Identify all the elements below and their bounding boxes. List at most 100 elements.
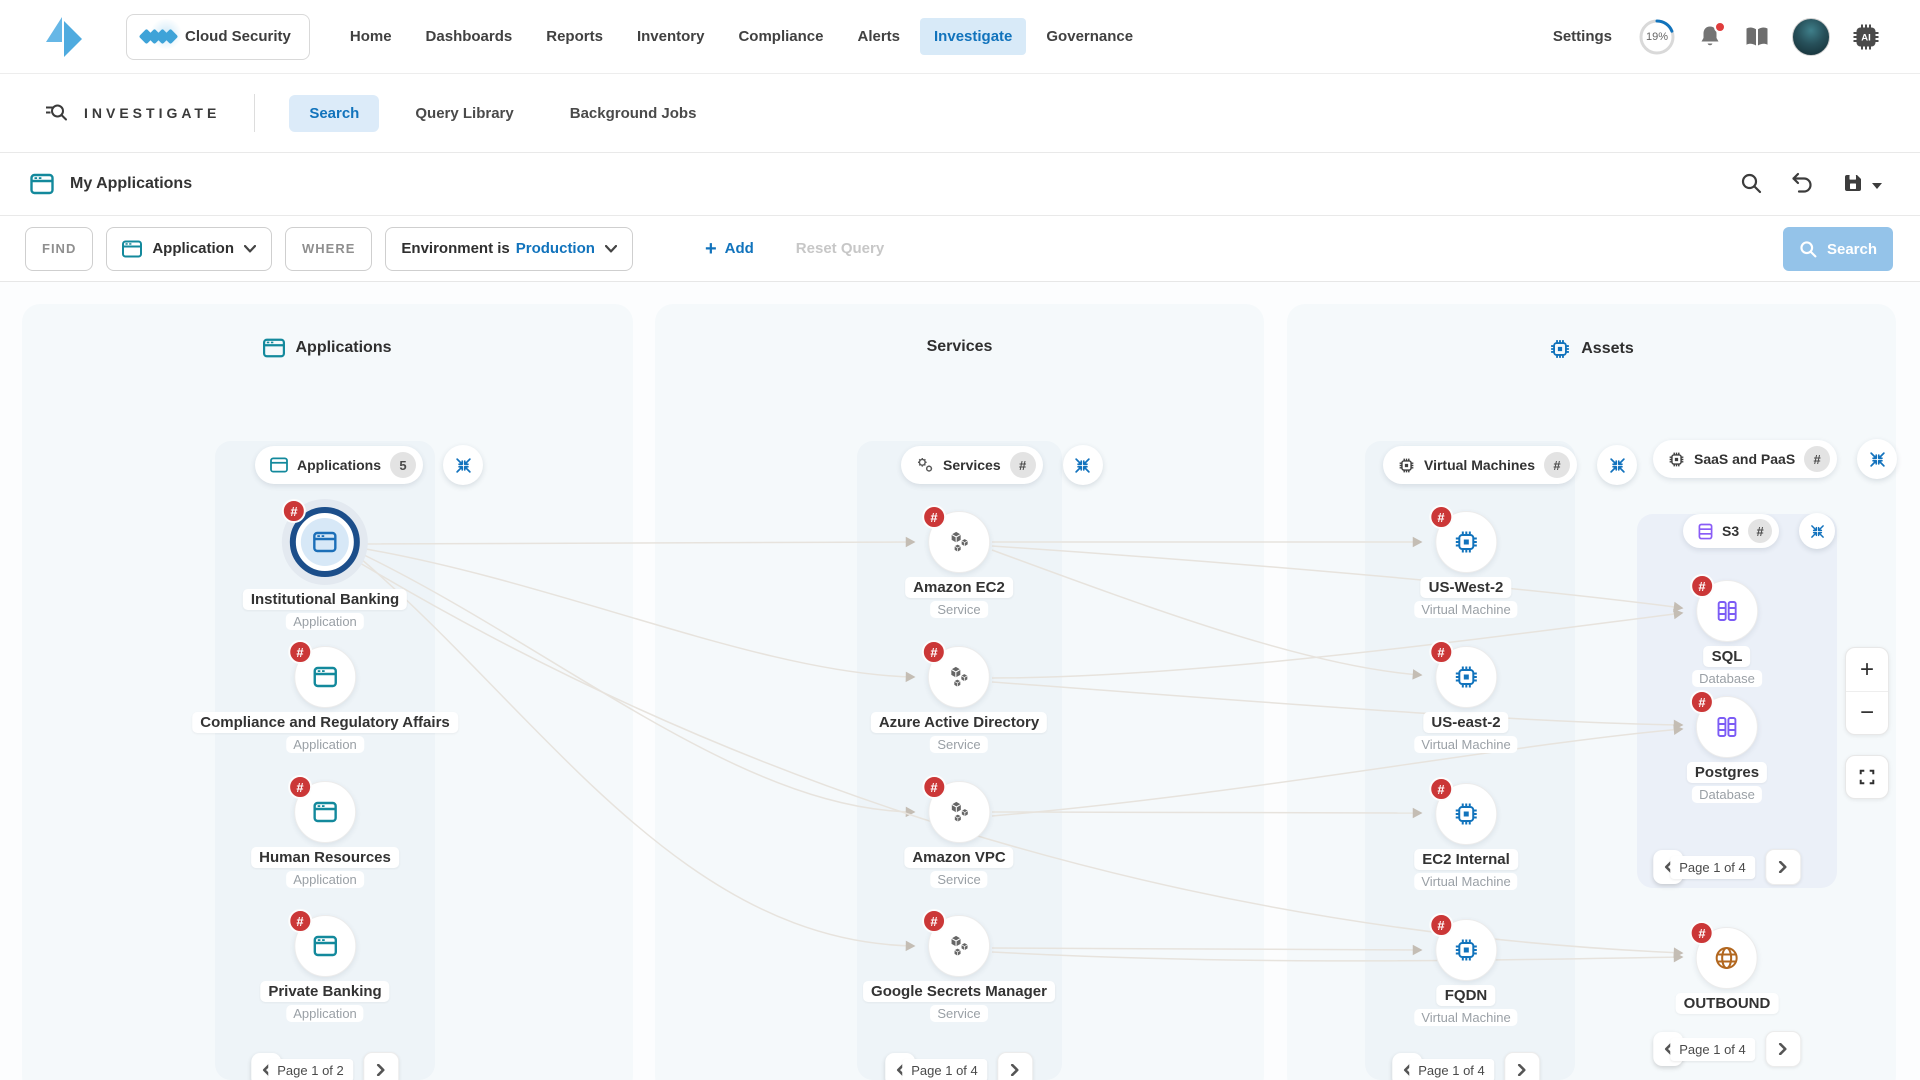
node-label: FQDN [1436,985,1496,1006]
settings-link[interactable]: Settings [1552,28,1612,45]
app-window-icon [313,666,337,688]
collapse-group-button[interactable] [1857,439,1898,479]
graph-node-compliance-and-regulatory-affairs[interactable]: # Compliance and Regulatory Affairs Appl… [192,640,458,753]
node-label: SQL [1703,646,1751,667]
alert-count-badge: # [288,775,312,799]
node-label: Postgres [1686,762,1768,783]
nav-item-governance[interactable]: Governance [1046,28,1134,45]
search-icon[interactable] [1740,172,1762,197]
node-type-label: Application [286,736,364,753]
node-label: US-West-2 [1420,577,1512,598]
brand-logo-icon[interactable] [44,15,86,59]
docs-book-icon[interactable] [1744,25,1770,49]
next-page-button[interactable] [1503,1052,1540,1080]
save-options-caret-icon[interactable] [1872,177,1882,192]
node-type-label: Application [286,1005,364,1022]
graph-node-outbound[interactable]: # OUTBOUND [1675,921,1779,1014]
virtual-machines-pagination: Page 1 of 4 [1392,1052,1540,1080]
nav-item-dashboards[interactable]: Dashboards [425,28,513,45]
chevron-right-icon [1778,861,1787,873]
services-pagination: Page 1 of 4 [885,1052,1033,1080]
node-label: Azure Active Directory [870,712,1048,733]
condition-dropdown[interactable]: Environment is Production [385,226,633,271]
saas-and-paas-group-chip[interactable]: SaaS and PaaS # [1653,440,1838,478]
graph-node-fqdn[interactable]: # FQDN Virtual Machine [1414,913,1518,1026]
query-builder: FIND Application WHERE Environment is Pr… [0,216,1920,282]
next-page-button[interactable] [996,1052,1033,1080]
graph-node-sql[interactable]: # SQL Database [1690,574,1762,687]
next-page-button[interactable] [1764,849,1801,885]
titlebar-actions [1740,172,1882,197]
save-icon[interactable] [1842,172,1864,197]
page-indicator: Page 1 of 2 [268,1058,353,1080]
globe-icon [1715,947,1738,969]
graph-node-us-west-2[interactable]: # US-West-2 Virtual Machine [1414,505,1518,618]
collapse-arrows-icon [1810,524,1824,538]
zoom-out-button[interactable]: − [1846,691,1888,734]
nav-item-alerts[interactable]: Alerts [857,28,901,45]
tab-search[interactable]: Search [289,94,380,132]
chevron-left-icon [896,1064,905,1076]
service-cubes-icon [950,666,968,687]
reset-query-button[interactable]: Reset Query [795,240,885,257]
collapse-group-button[interactable] [443,445,484,485]
ai-assistant-icon[interactable]: AI [1852,23,1880,51]
graph-node-azure-active-directory[interactable]: # Azure Active Directory Service [870,640,1048,753]
graph-node-ec2-internal[interactable]: # EC2 Internal Virtual Machine [1414,777,1518,890]
condition-value: Production [515,240,595,257]
s3-group-chip[interactable]: S3 # [1683,514,1780,548]
next-page-button[interactable] [1764,1031,1801,1067]
service-cubes-icon [950,801,968,822]
page-indicator: Page 1 of 4 [902,1058,987,1080]
nav-item-reports[interactable]: Reports [546,28,603,45]
node-label: OUTBOUND [1675,993,1779,1014]
usage-progress-ring[interactable]: 19% [1638,18,1676,56]
product-name: Cloud Security [185,28,291,45]
chevron-left-icon [1403,1064,1412,1076]
run-search-button[interactable]: Search [1783,227,1893,271]
graph-node-google-secrets-manager[interactable]: # Google Secrets Manager Service [863,909,1055,1022]
fit-to-screen-button[interactable] [1845,755,1889,799]
section-title: INVESTIGATE [44,102,220,124]
graph-node-human-resources[interactable]: # Human Resources Application [251,775,399,888]
notifications-bell-icon[interactable] [1698,20,1726,50]
node-type-label: Database [1692,786,1762,803]
product-selector[interactable]: Cloud Security [126,13,310,60]
entity-type-dropdown[interactable]: Application [106,226,273,271]
tab-background-jobs[interactable]: Background Jobs [569,104,697,122]
graph-node-institutional-banking[interactable]: # Institutional Banking Application [242,499,408,630]
applications-group-chip[interactable]: Applications 5 [255,446,424,484]
next-page-button[interactable] [362,1052,399,1080]
collapse-arrows-icon [455,457,471,473]
graph-node-private-banking[interactable]: # Private Banking Application [260,909,390,1022]
graph-node-amazon-vpc[interactable]: # Amazon VPC Service [904,775,1014,888]
graph-node-us-east-2[interactable]: # US-east-2 Virtual Machine [1414,640,1518,753]
services-group-chip[interactable]: Services # [901,446,1043,484]
chevron-right-icon [1010,1064,1019,1076]
query-title-bar: My Applications [0,153,1920,216]
tab-query-library[interactable]: Query Library [415,104,514,122]
collapse-group-button[interactable] [1597,445,1638,485]
collapse-group-button[interactable] [1062,445,1103,485]
condition-field: Environment is [401,240,510,257]
undo-icon[interactable] [1790,172,1814,197]
node-label: Compliance and Regulatory Affairs [192,712,458,733]
virtual-machines-group-chip[interactable]: Virtual Machines # [1383,446,1578,484]
nav-item-home[interactable]: Home [349,28,392,45]
nav-item-investigate[interactable]: Investigate [920,18,1027,55]
chevron-down-icon [244,244,257,252]
user-avatar[interactable] [1792,17,1830,56]
service-cubes-icon [950,935,968,956]
zoom-in-button[interactable]: + [1846,648,1888,691]
services-column-header: Services [926,338,993,355]
collapse-group-button[interactable] [1799,513,1836,549]
nav-item-compliance[interactable]: Compliance [738,28,824,45]
investigation-graph-canvas[interactable]: Applications Services Assets [0,282,1920,1080]
fullscreen-corners-icon [1859,769,1875,785]
chevron-right-icon [1778,1043,1787,1055]
nav-item-inventory[interactable]: Inventory [636,28,705,45]
graph-node-amazon-ec2[interactable]: # Amazon EC2 Service [905,505,1013,618]
add-condition-button[interactable]: + Add [704,237,754,260]
application-window-icon [263,338,286,358]
graph-node-postgres[interactable]: # Postgres Database [1686,690,1768,803]
